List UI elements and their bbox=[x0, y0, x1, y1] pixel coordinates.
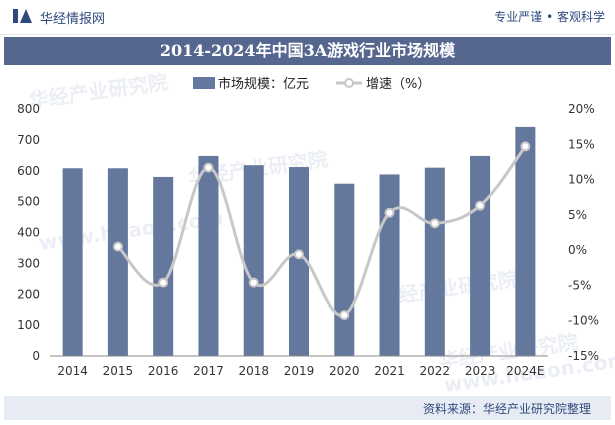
growth-line bbox=[116, 145, 527, 317]
y-right-tick-label: -10% bbox=[568, 314, 599, 328]
y-right-tick-label: 5% bbox=[568, 208, 587, 222]
y-left-tick-label: 100 bbox=[17, 318, 40, 332]
y-left-tick-label: 600 bbox=[17, 164, 40, 178]
y-right-tick-label: 0% bbox=[568, 243, 587, 257]
axes: 2014 2015 2016 2017 2018 2019 2020 2021 2022 2023… bbox=[17, 102, 599, 378]
legend-swatch-bar bbox=[193, 77, 215, 89]
growth-point-2017 bbox=[203, 162, 214, 173]
y-right-tick-label: -5% bbox=[568, 278, 591, 292]
x-tick-label: 2015 bbox=[103, 364, 134, 378]
x-tick-label: 2021 bbox=[374, 364, 405, 378]
y-left-tick-label: 500 bbox=[17, 195, 40, 209]
legend-label-bar: 市场规模：亿元 bbox=[218, 76, 309, 92]
growth-point-2023 bbox=[475, 200, 486, 211]
legend-label-line: 增速（%） bbox=[366, 77, 430, 92]
x-tick-label: 2014 bbox=[57, 364, 88, 378]
x-tick-label: 2018 bbox=[238, 364, 269, 378]
x-tick-label: 2017 bbox=[193, 364, 224, 378]
source-note: 资料来源：华经产业研究院整理 bbox=[422, 402, 591, 416]
legend-swatch-marker bbox=[344, 78, 354, 88]
y-left-tick-label: 300 bbox=[17, 256, 40, 270]
y-left-tick-label: 200 bbox=[17, 287, 40, 301]
y-right-tick-label: 10% bbox=[568, 173, 595, 187]
y-right-tick-label: 20% bbox=[568, 102, 595, 116]
x-tick-label: 2020 bbox=[329, 364, 360, 378]
y-right-tick-label: -15% bbox=[568, 349, 599, 363]
footer-bar: 资料来源：华经产业研究院整理 bbox=[4, 396, 611, 420]
growth-point-2020 bbox=[339, 310, 350, 321]
growth-point-2015 bbox=[112, 241, 123, 252]
y-left-tick-label: 0 bbox=[32, 349, 40, 363]
x-tick-label: 2023 bbox=[465, 364, 496, 378]
x-tick-label: 2016 bbox=[148, 364, 179, 378]
bar-2024E bbox=[515, 126, 536, 356]
bar-2020 bbox=[334, 183, 355, 356]
slogan-text: 专业严谨 • 客观科学 bbox=[494, 10, 605, 24]
bar-2016 bbox=[153, 176, 174, 356]
bar-2018 bbox=[243, 165, 264, 356]
bar-2017 bbox=[198, 155, 219, 356]
growth-point-2016 bbox=[158, 277, 169, 288]
y-left-tick-label: 800 bbox=[17, 102, 40, 116]
y-left-tick-label: 700 bbox=[17, 133, 40, 147]
growth-point-2021 bbox=[384, 207, 395, 218]
growth-point-2024E bbox=[520, 141, 531, 152]
bar-2021 bbox=[379, 174, 400, 356]
watermark-text: 华经产业研究院 bbox=[27, 70, 169, 113]
bar-2015 bbox=[107, 168, 128, 356]
chart-title: 2014-2024年中国3A游戏行业市场规模 bbox=[4, 37, 611, 65]
x-tick-label: 2024E bbox=[506, 364, 544, 378]
x-tick-label: 2019 bbox=[284, 364, 315, 378]
legend: 市场规模：亿元 增速（%） bbox=[193, 76, 430, 92]
bar-2022 bbox=[424, 167, 445, 356]
y-left-tick-label: 400 bbox=[17, 226, 40, 240]
y-right-tick-label: 15% bbox=[568, 137, 595, 151]
bar-2019 bbox=[289, 167, 309, 356]
growth-line-series bbox=[112, 141, 531, 321]
growth-point-2022 bbox=[429, 218, 440, 229]
brand-name: 华经情报网 bbox=[40, 12, 106, 27]
x-tick-label: 2022 bbox=[420, 364, 451, 378]
bar-2023 bbox=[470, 155, 491, 356]
huajing-logo-icon bbox=[13, 9, 32, 23]
top-header-bar: 华经情报网 专业严谨 • 客观科学 bbox=[0, 0, 615, 35]
bar-series bbox=[62, 126, 536, 356]
growth-point-2018 bbox=[248, 277, 259, 288]
bar-2014 bbox=[62, 168, 83, 356]
growth-point-2019 bbox=[294, 249, 304, 260]
